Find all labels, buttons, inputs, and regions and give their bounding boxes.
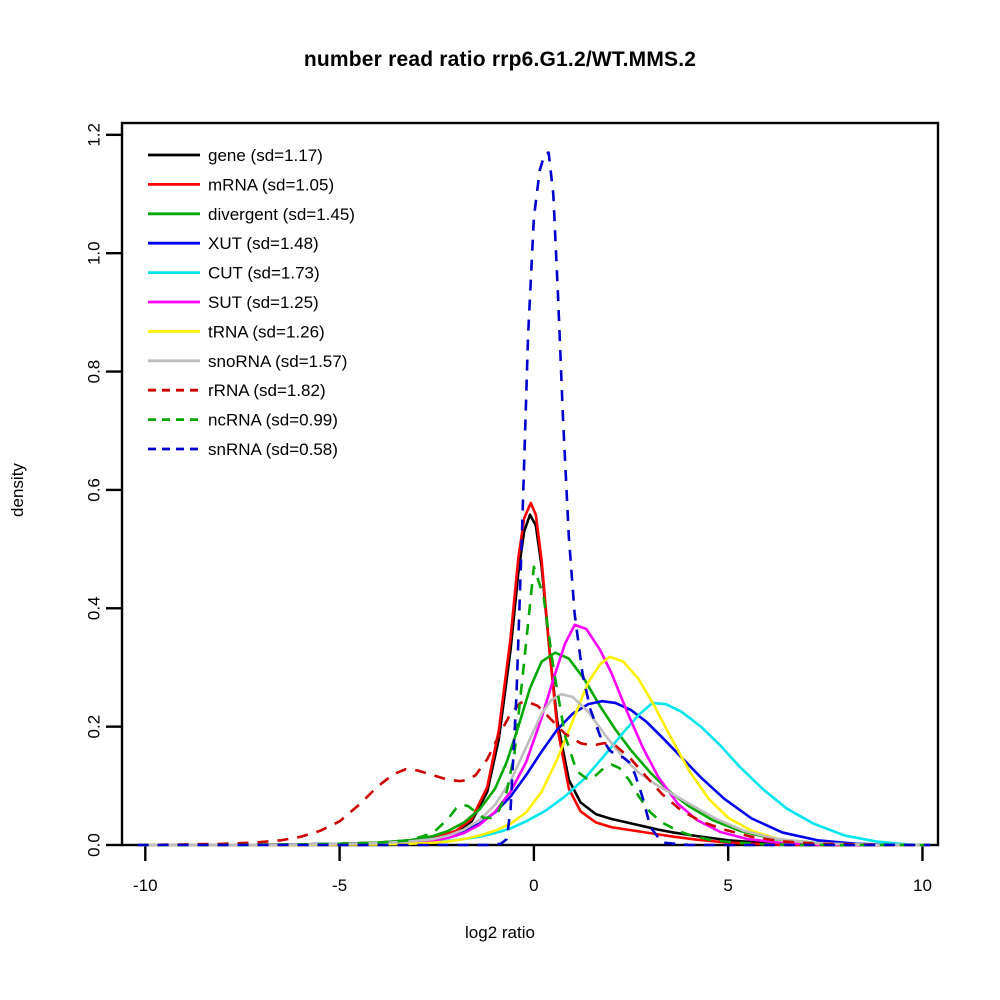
y-tick-label: 0.6 <box>85 478 104 502</box>
y-tick-label: 0.0 <box>85 833 104 857</box>
legend-label-gene: gene (sd=1.17) <box>208 146 323 165</box>
curve-tRNA <box>137 655 931 847</box>
x-tick-label: 10 <box>913 876 932 895</box>
x-tick-label: -5 <box>332 876 347 895</box>
legend-label-rRNA: rRNA (sd=1.82) <box>208 381 326 400</box>
legend-label-divergent: divergent (sd=1.45) <box>208 205 355 224</box>
axes-layer: -10 -5 0 5 10 0.0 0.2 0.4 0.6 0.8 1.0 1.2 <box>85 121 940 895</box>
legend-label-tRNA: tRNA (sd=1.26) <box>208 322 325 341</box>
y-tick-label: 0.8 <box>85 360 104 384</box>
curve-SUT <box>137 623 931 847</box>
curve-snoRNA <box>137 692 931 847</box>
curve-snRNA <box>137 151 931 847</box>
plot-frame <box>120 121 940 847</box>
legend-label-snoRNA: snoRNA (sd=1.57) <box>208 352 347 371</box>
y-tick-label: 1.0 <box>85 241 104 265</box>
curves-layer <box>137 151 931 847</box>
legend-label-CUT: CUT (sd=1.73) <box>208 264 320 283</box>
chart-title: number read ratio rrp6.G1.2/WT.MMS.2 <box>303 48 697 71</box>
y-tick-label: 0.4 <box>85 596 104 620</box>
legend-label-snRNA: snRNA (sd=0.58) <box>208 440 338 459</box>
x-tick-label: -10 <box>133 876 158 895</box>
x-tick-label: 0 <box>529 876 538 895</box>
legend-label-ncRNA: ncRNA (sd=0.99) <box>208 411 338 430</box>
x-tick-label: 5 <box>723 876 732 895</box>
curve-ncRNA <box>137 565 931 847</box>
x-axis-label: log2 ratio <box>465 923 535 942</box>
legend-label-mRNA: mRNA (sd=1.05) <box>208 175 334 194</box>
y-tick-label: 1.2 <box>85 123 104 147</box>
legend-layer: gene (sd=1.17) mRNA (sd=1.05) divergent (s… <box>148 146 355 459</box>
curve-CUT <box>137 701 931 847</box>
y-axis-label: density <box>8 463 27 517</box>
legend-label-SUT: SUT (sd=1.25) <box>208 293 319 312</box>
y-tick-label: 0.2 <box>85 715 104 739</box>
curve-mRNA <box>137 501 931 847</box>
legend-label-XUT: XUT (sd=1.48) <box>208 234 319 253</box>
